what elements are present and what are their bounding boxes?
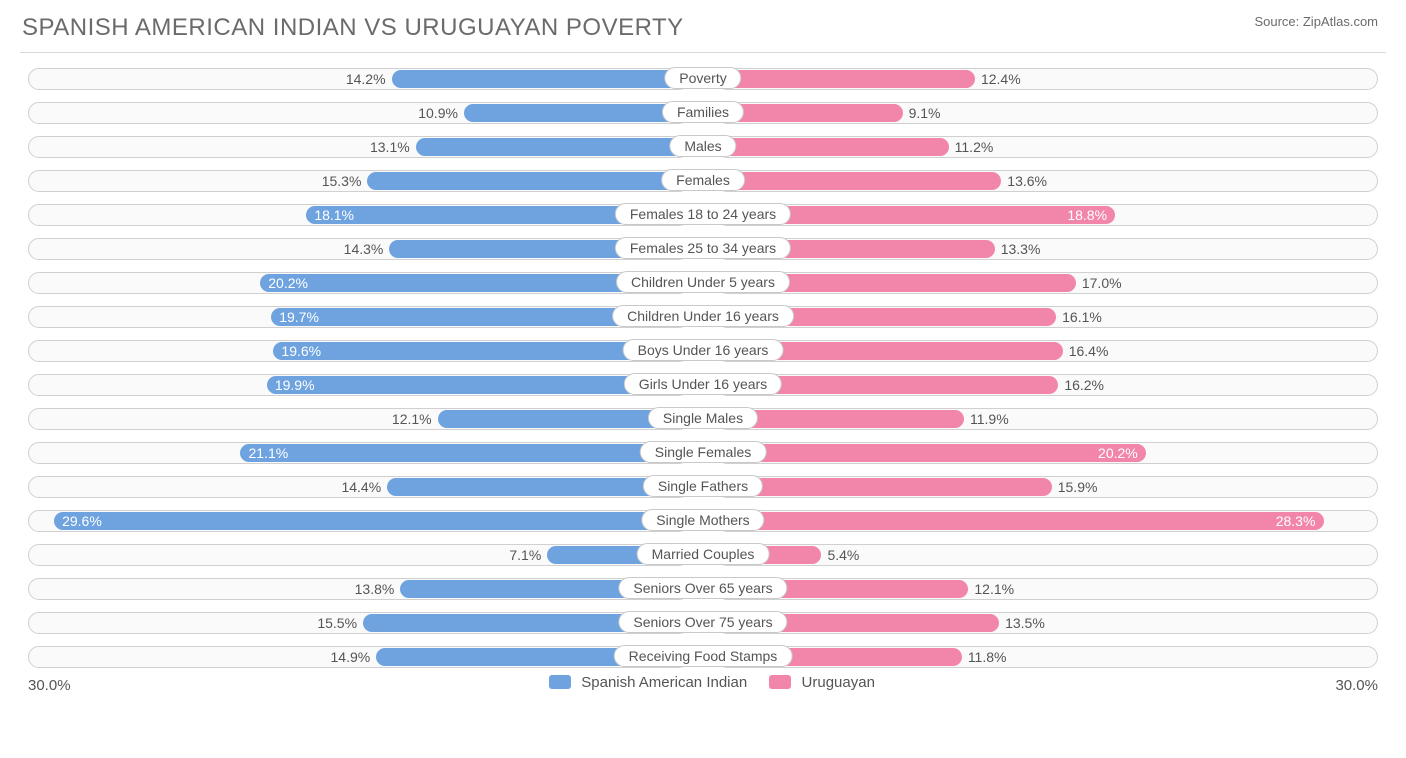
category-label: Seniors Over 75 years [618,611,787,633]
legend-label-left: Spanish American Indian [581,674,747,691]
value-right: 17.0% [1082,274,1122,292]
bar-left [240,444,703,462]
value-right: 16.1% [1062,308,1102,326]
value-left: 10.9% [418,104,458,122]
axis-right-max: 30.0% [1335,677,1378,694]
category-label: Single Males [648,407,758,429]
value-left: 20.2% [268,274,308,292]
value-right: 28.3% [1276,512,1316,530]
category-label: Children Under 5 years [616,271,790,293]
chart-row: 13.8% 12.1% Seniors Over 65 years [20,575,1386,603]
chart-row: 13.1% 11.2% Males [20,133,1386,161]
value-right: 16.4% [1069,342,1109,360]
value-left: 19.6% [281,342,321,360]
chart-row: 7.1% 5.4% Married Couples [20,541,1386,569]
chart-row: 14.2% 12.4% Poverty [20,65,1386,93]
value-left: 13.8% [355,580,395,598]
value-right: 13.6% [1007,172,1047,190]
legend-swatch-left [549,675,571,689]
category-label: Families [662,101,744,123]
bar-left [392,70,703,88]
chart-row: 10.9% 9.1% Families [20,99,1386,127]
chart-row: 21.1% 20.2% Single Females [20,439,1386,467]
value-right: 20.2% [1098,444,1138,462]
chart-row: 19.7% 16.1% Children Under 16 years [20,303,1386,331]
category-label: Females 18 to 24 years [615,203,791,225]
value-right: 12.1% [974,580,1014,598]
bar-left [416,138,703,156]
value-right: 12.4% [981,70,1021,88]
category-label: Single Fathers [643,475,763,497]
value-right: 11.9% [970,410,1009,428]
value-right: 18.8% [1067,206,1107,224]
category-label: Boys Under 16 years [623,339,784,361]
bar-right [703,444,1146,462]
value-right: 11.2% [955,138,994,156]
value-left: 12.1% [392,410,432,428]
value-left: 21.1% [249,444,289,462]
chart-row: 12.1% 11.9% Single Males [20,405,1386,433]
chart-row: 14.9% 11.8% Receiving Food Stamps [20,643,1386,671]
legend-swatch-right [769,675,791,689]
value-left: 14.3% [344,240,384,258]
chart-row: 15.5% 13.5% Seniors Over 75 years [20,609,1386,637]
chart-row: 29.6% 28.3% Single Mothers [20,507,1386,535]
value-left: 14.2% [346,70,386,88]
category-label: Married Couples [637,543,770,565]
diverging-bar-chart: 14.2%12.4%Poverty10.9%9.1%Families13.1%1… [20,52,1386,671]
chart-row: 19.6% 16.4% Boys Under 16 years [20,337,1386,365]
category-label: Males [669,135,736,157]
category-label: Single Females [640,441,767,463]
value-left: 14.9% [331,648,371,666]
bar-right [703,138,949,156]
category-label: Seniors Over 65 years [618,577,787,599]
value-right: 11.8% [968,648,1007,666]
category-label: Poverty [664,67,741,89]
chart-row: 18.1% 18.8% Females 18 to 24 years [20,201,1386,229]
category-label: Children Under 16 years [612,305,794,327]
category-label: Girls Under 16 years [624,373,782,395]
value-left: 19.7% [279,308,319,326]
value-right: 16.2% [1064,376,1104,394]
chart-row: 14.3% 13.3% Females 25 to 34 years [20,235,1386,263]
value-left: 19.9% [275,376,315,394]
value-right: 13.5% [1005,614,1045,632]
legend-label-right: Uruguayan [802,674,875,691]
value-left: 15.5% [317,614,357,632]
category-label: Females 25 to 34 years [615,237,791,259]
source-label: Source: ZipAtlas.com [1254,14,1378,29]
chart-row: 15.3% 13.6% Females [20,167,1386,195]
category-label: Single Mothers [641,509,764,531]
chart-title: SPANISH AMERICAN INDIAN VS URUGUAYAN POV… [22,14,1386,42]
bar-left [54,512,703,530]
chart-row: 14.4% 15.9% Single Fathers [20,473,1386,501]
value-right: 15.9% [1058,478,1098,496]
value-left: 14.4% [341,478,381,496]
bar-right [703,512,1324,530]
value-left: 7.1% [509,546,541,564]
axis-left-max: 30.0% [28,677,71,694]
value-right: 13.3% [1001,240,1041,258]
value-right: 9.1% [909,104,941,122]
chart-row: 20.2% 17.0% Children Under 5 years [20,269,1386,297]
value-left: 13.1% [370,138,410,156]
value-left: 18.1% [314,206,354,224]
value-left: 29.6% [62,512,102,530]
value-right: 5.4% [827,546,859,564]
bar-right [703,70,975,88]
value-left: 15.3% [322,172,362,190]
category-label: Females [661,169,745,191]
bar-right [703,172,1001,190]
bar-left [367,172,703,190]
chart-row: 19.9% 16.2% Girls Under 16 years [20,371,1386,399]
legend: Spanish American Indian Uruguayan [20,674,1386,691]
category-label: Receiving Food Stamps [614,645,793,667]
